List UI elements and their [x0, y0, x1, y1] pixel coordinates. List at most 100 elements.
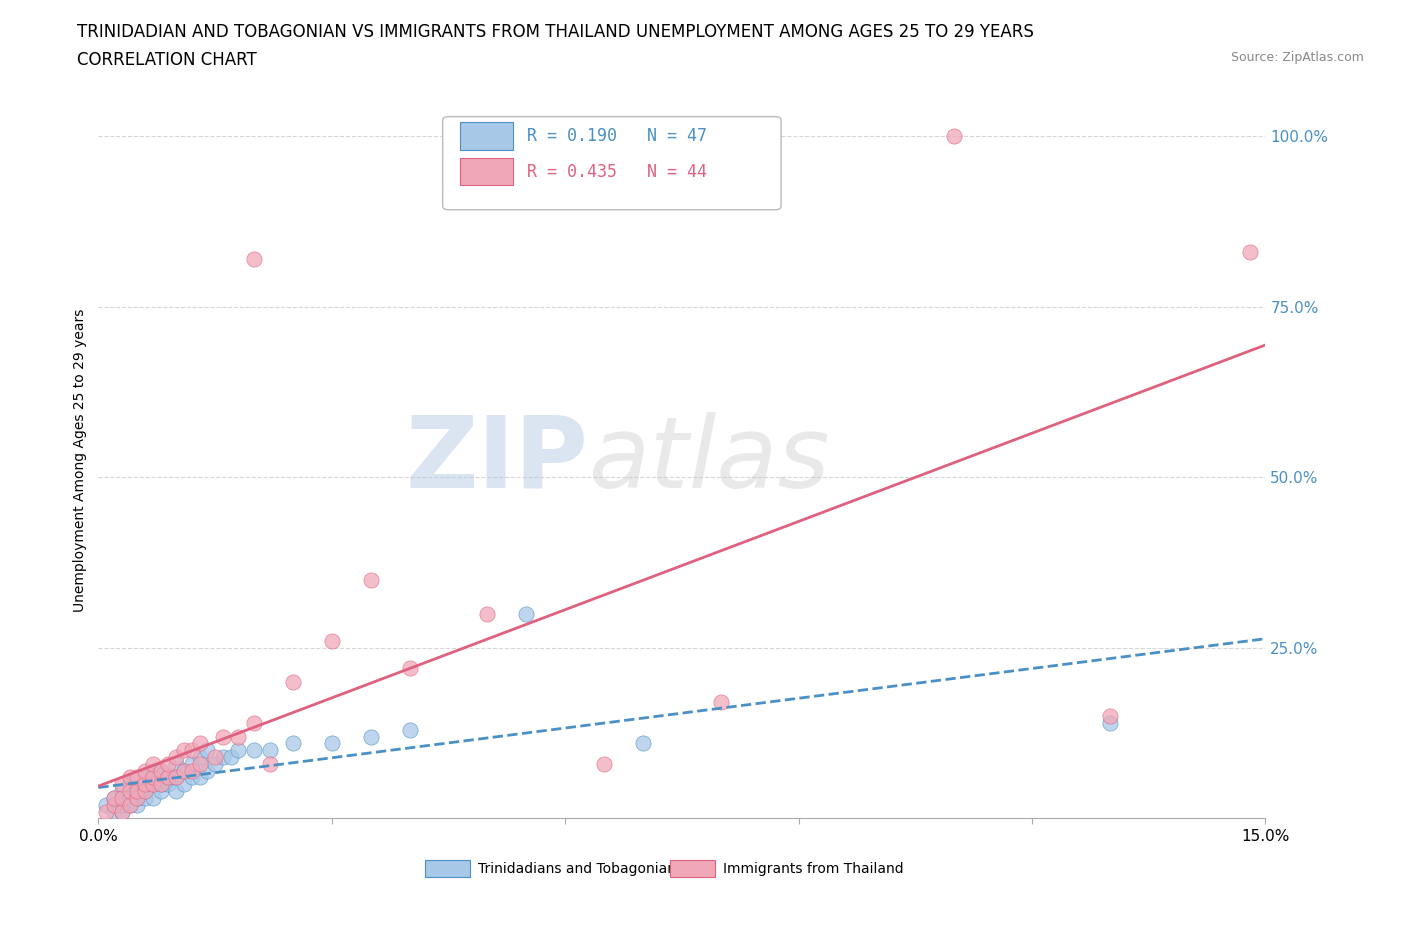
Point: [149, 777, 172, 791]
Text: atlas: atlas: [589, 412, 830, 509]
Point: [321, 633, 343, 648]
Point: [149, 784, 172, 799]
Point: [118, 770, 141, 785]
Point: [173, 764, 195, 778]
Point: [173, 777, 195, 791]
Point: [259, 743, 281, 758]
Point: [165, 756, 187, 771]
Point: [149, 764, 172, 778]
Point: [142, 777, 165, 791]
Point: [134, 764, 156, 778]
Y-axis label: Unemployment Among Ages 25 to 29 years: Unemployment Among Ages 25 to 29 years: [73, 309, 87, 612]
Text: ZIP: ZIP: [406, 412, 589, 509]
Point: [477, 606, 499, 621]
Point: [710, 695, 733, 710]
FancyBboxPatch shape: [443, 116, 782, 210]
Point: [127, 770, 149, 785]
Point: [134, 784, 156, 799]
Point: [212, 750, 235, 764]
Point: [111, 790, 134, 805]
Point: [103, 804, 125, 819]
Point: [180, 764, 202, 778]
Point: [142, 764, 165, 778]
Point: [111, 784, 134, 799]
Text: CORRELATION CHART: CORRELATION CHART: [77, 51, 257, 69]
Point: [165, 770, 187, 785]
Point: [157, 777, 180, 791]
Point: [1098, 715, 1121, 730]
Point: [142, 777, 165, 791]
Point: [188, 736, 211, 751]
Point: [142, 756, 165, 771]
Point: [149, 777, 172, 791]
Point: [118, 797, 141, 812]
Point: [180, 756, 202, 771]
Point: [243, 252, 266, 267]
Point: [281, 674, 304, 689]
Point: [173, 764, 195, 778]
Point: [118, 784, 141, 799]
Point: [142, 790, 165, 805]
Point: [127, 797, 149, 812]
Point: [127, 790, 149, 805]
Point: [134, 770, 156, 785]
Point: [228, 729, 250, 744]
Point: [111, 777, 134, 791]
Point: [118, 790, 141, 805]
Point: [195, 743, 218, 758]
Point: [165, 750, 187, 764]
Point: [398, 723, 420, 737]
Point: [111, 804, 134, 819]
Point: [204, 756, 226, 771]
Point: [515, 606, 537, 621]
Point: [360, 572, 382, 587]
Point: [103, 790, 125, 805]
Point: [165, 770, 187, 785]
Point: [1239, 245, 1261, 259]
Point: [142, 770, 165, 785]
Point: [118, 777, 141, 791]
Point: [118, 797, 141, 812]
Point: [593, 756, 616, 771]
Point: [127, 784, 149, 799]
Text: R = 0.190   N = 47: R = 0.190 N = 47: [527, 127, 707, 145]
Bar: [671, 859, 714, 878]
Point: [96, 797, 118, 812]
Point: [96, 804, 118, 819]
Point: [188, 770, 211, 785]
Point: [321, 736, 343, 751]
Text: Immigrants from Thailand: Immigrants from Thailand: [723, 861, 904, 875]
Point: [127, 784, 149, 799]
Text: TRINIDADIAN AND TOBAGONIAN VS IMMIGRANTS FROM THAILAND UNEMPLOYMENT AMONG AGES 2: TRINIDADIAN AND TOBAGONIAN VS IMMIGRANTS…: [77, 23, 1035, 41]
Point: [204, 750, 226, 764]
Point: [134, 784, 156, 799]
Point: [103, 797, 125, 812]
Point: [111, 797, 134, 812]
Point: [243, 743, 266, 758]
Bar: [460, 123, 513, 150]
Point: [180, 743, 202, 758]
Point: [212, 729, 235, 744]
Bar: [425, 859, 470, 878]
Bar: [460, 158, 513, 185]
Point: [631, 736, 654, 751]
Point: [134, 790, 156, 805]
Point: [398, 661, 420, 676]
Point: [180, 770, 202, 785]
Text: Source: ZipAtlas.com: Source: ZipAtlas.com: [1230, 51, 1364, 64]
Point: [149, 764, 172, 778]
Point: [281, 736, 304, 751]
Point: [943, 129, 966, 144]
Text: Trinidadians and Tobagonians: Trinidadians and Tobagonians: [478, 861, 683, 875]
Point: [219, 750, 242, 764]
Text: R = 0.435   N = 44: R = 0.435 N = 44: [527, 163, 707, 180]
Point: [165, 784, 187, 799]
Point: [134, 777, 156, 791]
Point: [243, 715, 266, 730]
Point: [157, 770, 180, 785]
Point: [173, 743, 195, 758]
Point: [111, 804, 134, 819]
Point: [103, 790, 125, 805]
Point: [157, 756, 180, 771]
Point: [1098, 709, 1121, 724]
